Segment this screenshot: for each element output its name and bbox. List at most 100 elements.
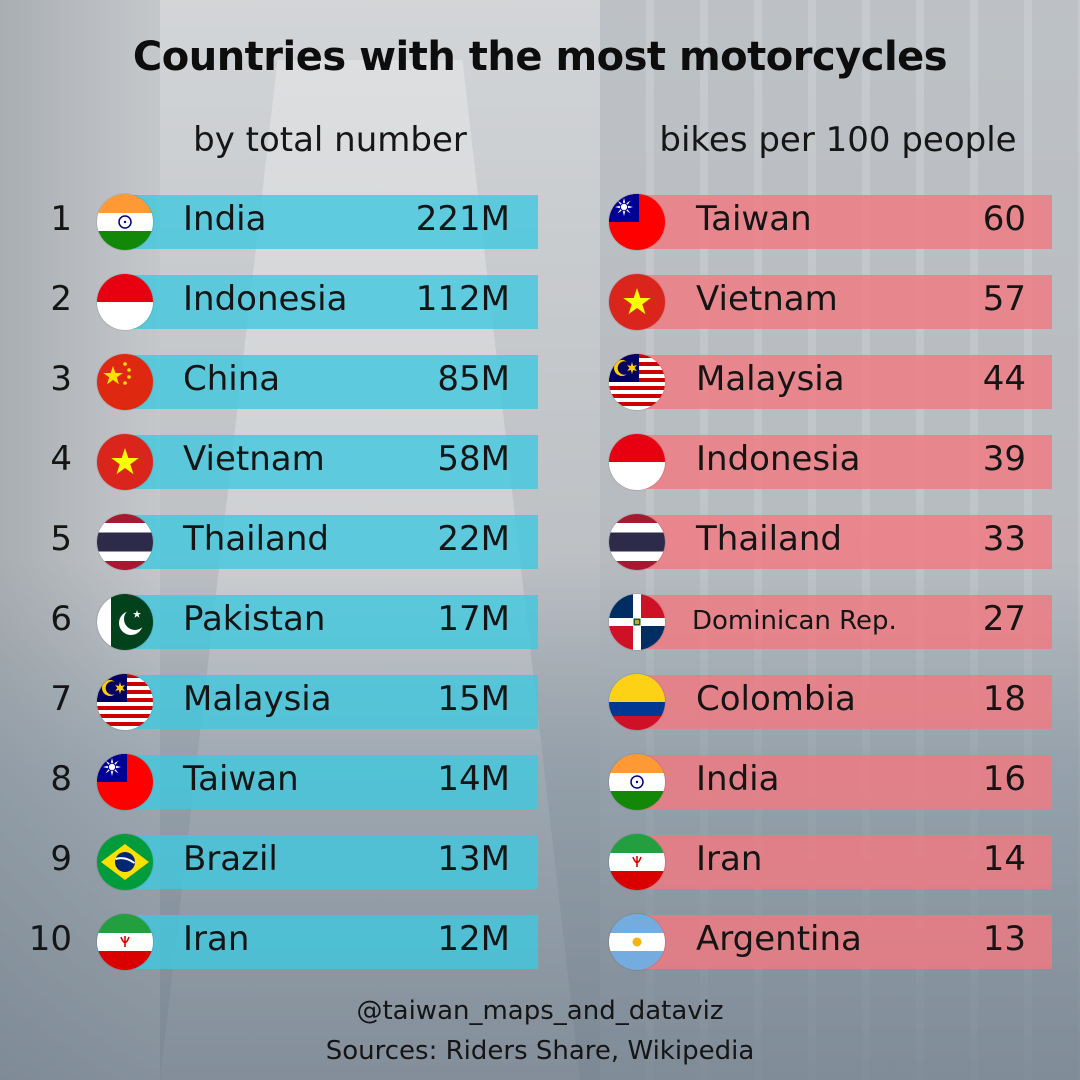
table-row: 10 Iran 12M Argentina 13 bbox=[0, 914, 1080, 970]
value-label: 16 bbox=[982, 759, 1026, 799]
value-label: 18 bbox=[982, 679, 1026, 719]
value-label: 22M bbox=[437, 519, 510, 559]
country-name: Taiwan bbox=[183, 759, 299, 799]
rank-number: 1 bbox=[50, 199, 72, 239]
vietnam-flag-icon bbox=[609, 274, 665, 330]
bar-total bbox=[126, 195, 538, 249]
bar-per-capita bbox=[640, 755, 1052, 809]
china-flag-icon bbox=[97, 354, 153, 410]
malaysia-flag-icon bbox=[97, 674, 153, 730]
country-name: Indonesia bbox=[696, 439, 861, 479]
value-label: 85M bbox=[437, 359, 510, 399]
rank-number: 8 bbox=[50, 759, 72, 799]
value-label: 27 bbox=[982, 599, 1026, 639]
chart-title: Countries with the most motorcycles bbox=[132, 34, 948, 80]
rank-number: 5 bbox=[50, 519, 72, 559]
vietnam-flag-icon bbox=[97, 434, 153, 490]
argentina-flag-icon bbox=[609, 914, 665, 970]
rank-number: 3 bbox=[50, 359, 72, 399]
footer-sources: Sources: Riders Share, Wikipedia bbox=[325, 1036, 755, 1066]
value-label: 58M bbox=[437, 439, 510, 479]
value-label: 15M bbox=[437, 679, 510, 719]
country-name: Malaysia bbox=[696, 359, 845, 399]
country-name: Colombia bbox=[696, 679, 856, 719]
value-label: 44 bbox=[982, 359, 1026, 399]
bar-total bbox=[126, 355, 538, 409]
country-name: Dominican Rep. bbox=[692, 606, 897, 636]
right-subtitle: bikes per 100 people bbox=[659, 120, 1017, 160]
table-row: 6 Pakistan 17M Dominican Rep. 27 bbox=[0, 594, 1080, 650]
bar-total bbox=[126, 835, 538, 889]
bar-per-capita bbox=[640, 275, 1052, 329]
country-name: Pakistan bbox=[183, 599, 326, 639]
brazil-flag-icon bbox=[97, 834, 153, 890]
value-label: 17M bbox=[437, 599, 510, 639]
table-row: 1 India 221M Taiwan 60 bbox=[0, 194, 1080, 250]
indonesia-flag-icon bbox=[609, 434, 665, 490]
bar-per-capita bbox=[640, 435, 1052, 489]
value-label: 57 bbox=[982, 279, 1026, 319]
bar-per-capita bbox=[640, 515, 1052, 569]
iran-flag-icon bbox=[97, 914, 153, 970]
taiwan-flag-icon bbox=[97, 754, 153, 810]
table-row: 4 Vietnam 58M Indonesia 39 bbox=[0, 434, 1080, 490]
bar-per-capita bbox=[640, 915, 1052, 969]
value-label: 13 bbox=[982, 919, 1026, 959]
indonesia-flag-icon bbox=[97, 274, 153, 330]
country-name: Thailand bbox=[696, 519, 843, 559]
value-label: 60 bbox=[982, 199, 1026, 239]
thailand-flag-icon bbox=[97, 514, 153, 570]
bar-total bbox=[126, 755, 538, 809]
country-name: Malaysia bbox=[183, 679, 332, 719]
country-name: Iran bbox=[183, 919, 250, 959]
bar-per-capita bbox=[640, 835, 1052, 889]
country-name: Argentina bbox=[696, 919, 862, 959]
value-label: 12M bbox=[437, 919, 510, 959]
table-row: 2 Indonesia 112M Vietnam 57 bbox=[0, 274, 1080, 330]
value-label: 13M bbox=[437, 839, 510, 879]
pakistan-flag-icon bbox=[97, 594, 153, 650]
dominican-republic-flag-icon bbox=[609, 594, 665, 650]
value-label: 221M bbox=[415, 199, 510, 239]
value-label: 14 bbox=[982, 839, 1026, 879]
bar-total bbox=[126, 435, 538, 489]
country-name: Brazil bbox=[183, 839, 278, 879]
rank-number: 6 bbox=[50, 599, 72, 639]
rank-number: 2 bbox=[50, 279, 72, 319]
rank-number: 9 bbox=[50, 839, 72, 879]
table-row: 9 Brazil 13M Iran 14 bbox=[0, 834, 1080, 890]
value-label: 14M bbox=[437, 759, 510, 799]
india-flag-icon bbox=[609, 754, 665, 810]
rank-number: 7 bbox=[50, 679, 72, 719]
bar-total bbox=[126, 675, 538, 729]
value-label: 112M bbox=[415, 279, 510, 319]
country-name: Vietnam bbox=[696, 279, 838, 319]
bar-total bbox=[126, 915, 538, 969]
table-row: 8 Taiwan 14M India 16 bbox=[0, 754, 1080, 810]
malaysia-flag-icon bbox=[609, 354, 665, 410]
footer-handle: @taiwan_maps_and_dataviz bbox=[356, 996, 724, 1026]
value-label: 33 bbox=[982, 519, 1026, 559]
bar-total bbox=[126, 595, 538, 649]
bar-per-capita bbox=[640, 195, 1052, 249]
rank-number: 4 bbox=[50, 439, 72, 479]
bar-total bbox=[126, 515, 538, 569]
thailand-flag-icon bbox=[609, 514, 665, 570]
colombia-flag-icon bbox=[609, 674, 665, 730]
left-subtitle: by total number bbox=[193, 120, 467, 160]
country-name: China bbox=[183, 359, 281, 399]
country-name: Iran bbox=[696, 839, 763, 879]
country-name: India bbox=[696, 759, 780, 799]
country-name: Vietnam bbox=[183, 439, 325, 479]
table-row: 3 China 85M Malaysia 44 bbox=[0, 354, 1080, 410]
bar-per-capita bbox=[640, 595, 1052, 649]
rank-number: 10 bbox=[28, 919, 72, 959]
table-row: 5 Thailand 22M Thailand 33 bbox=[0, 514, 1080, 570]
country-name: India bbox=[183, 199, 267, 239]
table-row: 7 Malaysia 15M Colombia 18 bbox=[0, 674, 1080, 730]
country-name: Thailand bbox=[183, 519, 330, 559]
country-name: Indonesia bbox=[183, 279, 348, 319]
taiwan-flag-icon bbox=[609, 194, 665, 250]
bar-per-capita bbox=[640, 675, 1052, 729]
value-label: 39 bbox=[982, 439, 1026, 479]
